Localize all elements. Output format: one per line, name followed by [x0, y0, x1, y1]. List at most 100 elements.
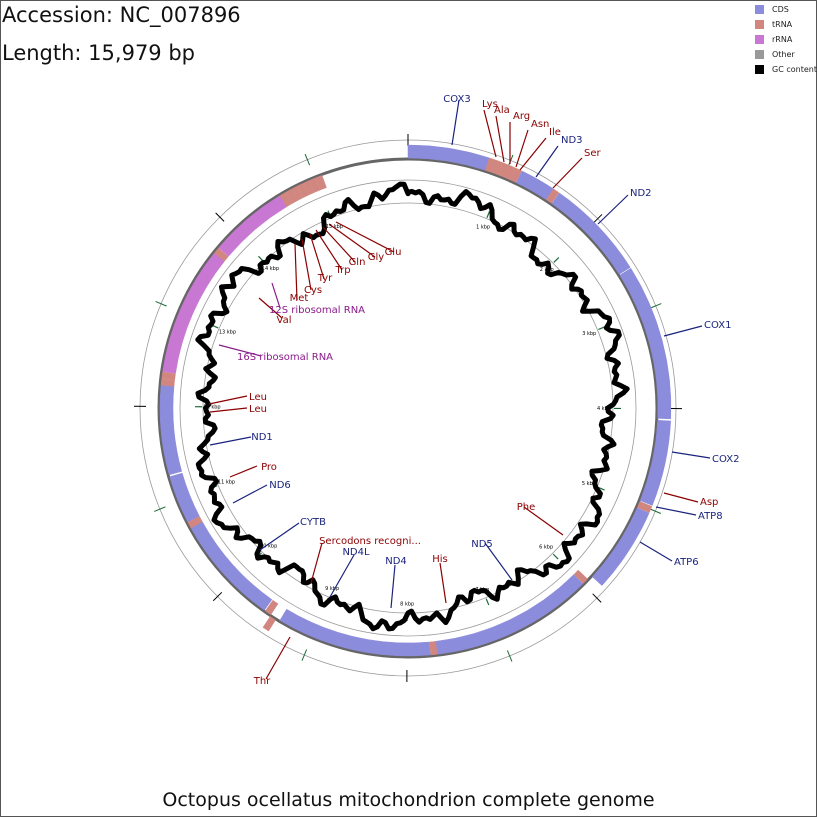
- label-leader-line: [258, 297, 283, 319]
- label-leader-line: [639, 541, 673, 562]
- feature-label: Ala: [494, 105, 510, 116]
- feature-label: Gly: [368, 252, 385, 263]
- feature-cds: [159, 384, 183, 476]
- label-leader-line: [552, 157, 583, 189]
- trna-swatch: [755, 20, 764, 29]
- kbp-tick: [552, 553, 559, 560]
- feature-label: Thr: [253, 676, 271, 687]
- feature-label: Arg: [513, 111, 530, 122]
- rrna-swatch: [755, 35, 764, 44]
- outer-tick: [212, 591, 223, 602]
- label-leader-line: [265, 636, 291, 680]
- label-leader-line: [259, 522, 300, 551]
- feature-trna: [303, 180, 315, 196]
- label-leader-line: [218, 344, 262, 357]
- outer-tick: [649, 508, 662, 514]
- map-title: Octopus ocellatus mitochondrion complete…: [162, 789, 655, 811]
- feature-label: Asp: [700, 497, 718, 508]
- kbp-tick: [485, 598, 490, 606]
- label-leader-line: [315, 229, 343, 271]
- label-leader-line: [335, 221, 395, 253]
- feature-cds: [619, 267, 672, 420]
- label-leader-line: [232, 484, 268, 504]
- feature-cds: [190, 521, 273, 611]
- legend: CDS tRNA rRNA Other GC content: [755, 2, 817, 77]
- cds-swatch: [755, 5, 764, 14]
- label-leader-line: [519, 137, 547, 171]
- feature-label: Ile: [549, 127, 561, 138]
- outer-tick: [507, 154, 514, 167]
- feature-trna: [637, 501, 653, 513]
- label-leader-line: [322, 226, 356, 263]
- kbp-tick-label: 1 kbp: [476, 224, 490, 230]
- inner-ring-outline: [179, 179, 637, 637]
- label-leader-line: [671, 451, 711, 459]
- feature-cds: [169, 472, 200, 523]
- feature-label: Glu: [385, 247, 402, 258]
- outer-tick: [304, 153, 311, 166]
- feature-label: ND1: [251, 432, 273, 443]
- kbp-tick-label: 11 kbp: [218, 479, 235, 485]
- feature-label: Pro: [261, 462, 277, 473]
- kbp-tick-label: 10 kbp: [260, 543, 277, 549]
- label-leader-line: [329, 554, 355, 598]
- kbp-tick-label: 4 kbp: [597, 406, 611, 412]
- label-leader-line: [439, 562, 447, 604]
- kbp-tick-label: 3 kbp: [582, 331, 596, 337]
- legend-label: rRNA: [772, 35, 793, 44]
- label-leader-line: [208, 395, 248, 405]
- label-leader-line: [663, 492, 699, 503]
- outer-tick: [592, 593, 602, 603]
- feature-trna: [297, 182, 309, 199]
- feature-label: ND4L: [342, 547, 370, 558]
- feature-trna: [187, 515, 203, 529]
- feature-trna: [309, 177, 321, 193]
- feature-label: Leu: [249, 392, 267, 403]
- legend-label: GC content: [772, 65, 817, 74]
- feature-label: COX1: [704, 320, 731, 331]
- kbp-tick: [486, 211, 491, 218]
- feature-cds: [303, 621, 431, 657]
- feature-trna: [213, 247, 229, 262]
- label-leader-line: [495, 115, 505, 163]
- outer-scale-ring: [134, 134, 683, 682]
- label-leader-line: [597, 194, 629, 225]
- label-leader-line: [229, 465, 258, 478]
- feature-trna: [573, 569, 588, 584]
- label-leader-line: [209, 436, 252, 446]
- kbp-tick: [598, 326, 606, 331]
- feature-cds: [279, 608, 311, 634]
- label-leader-line: [209, 407, 248, 413]
- label-leader-line: [271, 282, 281, 309]
- label-leader-line: [451, 99, 460, 146]
- legend-label: Other: [772, 50, 795, 59]
- other-swatch: [755, 50, 764, 59]
- feature-label: Val: [277, 315, 292, 326]
- feature-label: ND5: [471, 539, 493, 550]
- gc-swatch: [755, 65, 764, 74]
- feature-label: 16S ribosomal RNA: [237, 352, 333, 363]
- label-leader-line: [483, 109, 497, 158]
- label-leader-line: [328, 223, 376, 258]
- kbp-tick: [553, 257, 560, 263]
- feature-label: ATP6: [674, 557, 699, 568]
- feature-trna: [291, 185, 304, 201]
- label-leader-line: [523, 506, 564, 536]
- feature-label: Trp: [334, 265, 350, 276]
- feature-cds: [551, 192, 631, 275]
- label-leader-line: [310, 542, 323, 584]
- label-leader-line: [655, 506, 697, 516]
- legend-item-rrna: rRNA: [755, 32, 817, 47]
- feature-trna: [429, 641, 438, 656]
- outer-tick: [215, 212, 225, 222]
- kbp-tick-label: 8 kbp: [400, 601, 414, 607]
- feature-label: Ser: [584, 148, 602, 159]
- feature-label: ND2: [630, 188, 652, 199]
- feature-label: ND3: [561, 135, 583, 146]
- gc-content-plot: [195, 181, 630, 632]
- label-leader-line: [663, 325, 703, 337]
- feature-trna: [509, 167, 522, 183]
- label-leader-line: [390, 564, 396, 609]
